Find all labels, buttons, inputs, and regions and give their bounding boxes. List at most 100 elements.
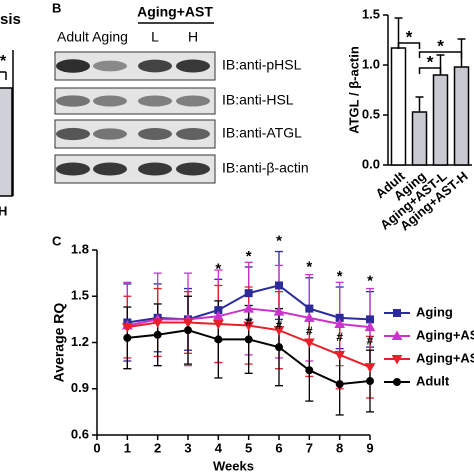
y-axis-label: ATGL / β-actin [346,46,361,134]
significance-bracket [397,42,421,49]
significance-label: # [306,324,313,338]
lane-label: Adult [57,29,89,45]
x-axis-label: Weeks [213,458,254,473]
blot-band [56,95,90,107]
blot-band [56,59,90,73]
marker [182,318,194,328]
marker [364,363,376,373]
significance-label: * [215,260,221,277]
marker [335,380,344,389]
blot-row-label: IB:anti-β-actin [222,160,309,176]
significance-label: * [337,268,343,285]
marker [366,377,374,386]
x-tick-label: 8 [336,440,343,455]
group-label: Aging+AST [137,4,213,20]
x-tick-label: 9 [366,440,373,455]
blot-band [93,60,127,72]
marker [153,330,162,339]
legend-label: Aging+AS [416,327,474,342]
marker [184,326,192,335]
blot-band [93,162,127,176]
bar [432,74,449,166]
x-tick-label: 4 [215,440,223,455]
y-tick-label: 0.9 [71,380,89,395]
panel-label: B [52,0,61,15]
x-tick-label: 6 [275,440,282,455]
marker [303,338,315,349]
legend-marker [391,355,403,365]
blot-row-label: IB:anti-HSL [222,92,294,108]
marker [244,289,253,298]
significance-label: # [336,330,343,344]
marker [275,343,283,352]
blot-band [93,95,127,107]
blot-band [56,162,90,176]
significance-bracket [418,67,442,74]
significance-label: * [306,259,312,276]
marker [243,303,255,313]
marker [123,333,132,342]
significance-bracket [418,51,463,58]
x-tick-label: 1 [124,440,131,455]
marker [334,318,346,328]
panel-label: C [52,233,62,248]
partial-bar [0,87,13,197]
blot-band [176,95,210,107]
x-tick-label: 2 [154,440,161,455]
y-tick-label: 0.6 [71,426,89,441]
x-tick-label: 0 [93,440,100,455]
fragment-star: * [0,53,7,70]
marker [152,318,164,328]
fragment-label: H [0,203,7,218]
y-tick-label: 1.5 [71,288,89,303]
blot-band [56,127,90,141]
x-tick-label: 7 [306,440,313,455]
blot-band [138,162,172,176]
legend-marker [391,330,403,340]
marker [121,323,133,333]
marker [334,350,346,361]
x-tick-label: 3 [184,440,191,455]
marker [244,335,253,344]
significance-label: * [427,52,434,71]
marker [212,320,224,330]
y-tick-label: 1.0 [362,56,380,71]
blot-band [138,95,172,107]
bar [453,66,470,166]
significance-label: # [276,318,283,332]
marker [303,312,315,322]
fragment-title: sis [0,11,21,28]
blot-band [138,59,172,73]
marker [305,304,314,313]
blot-band [93,128,127,140]
lane-label: H [188,29,198,45]
significance-label: # [367,333,374,347]
marker [214,335,223,344]
lane-label: Aging [92,29,128,45]
marker [275,281,283,290]
significance-label: * [406,27,413,46]
legend-label: Aging [416,304,453,319]
y-tick-label: 1.5 [362,6,380,21]
marker [273,326,285,336]
legend-marker [393,309,401,317]
significance-label: * [367,273,373,290]
lane-label: L [151,29,159,45]
blot-band [176,162,210,176]
blot-row-label: IB:anti-ATGL [222,125,302,141]
significance-label: * [437,36,444,55]
significance-label: # [245,315,252,329]
significance-label: * [246,248,252,265]
y-tick-label: 1.8 [71,241,89,256]
blot-images [54,51,216,184]
y-tick-label: 1.2 [71,334,89,349]
marker [273,306,285,316]
blot-row-label: IB:anti-pHSL [222,57,302,73]
y-tick-label: 0.5 [362,106,380,121]
y-tick-label: 0.0 [362,156,380,171]
bar [390,47,407,166]
blot-band [138,128,172,140]
significance-label: * [276,233,282,250]
x-tick-label: 5 [245,440,252,455]
legend-marker [393,378,401,386]
